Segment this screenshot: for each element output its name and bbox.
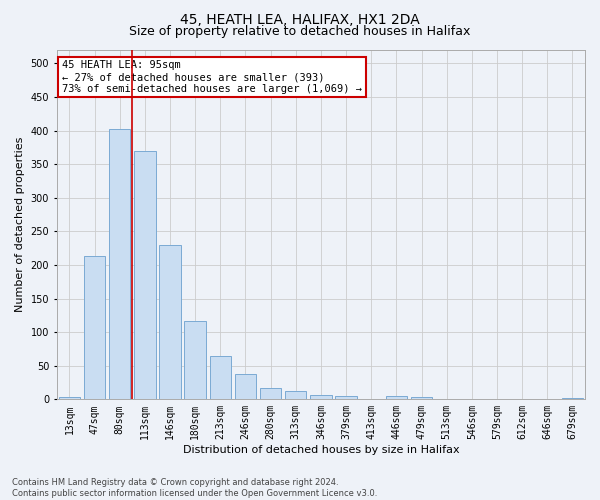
Bar [562, 398, 583, 400]
Bar [109, 128, 130, 400]
Bar [84, 256, 105, 400]
Bar [335, 396, 357, 400]
Bar [134, 151, 155, 400]
Text: Contains HM Land Registry data © Crown copyright and database right 2024.
Contai: Contains HM Land Registry data © Crown c… [12, 478, 377, 498]
Bar [160, 245, 181, 400]
Bar [184, 320, 206, 400]
Bar [411, 396, 432, 400]
Text: 45 HEATH LEA: 95sqm
← 27% of detached houses are smaller (393)
73% of semi-detac: 45 HEATH LEA: 95sqm ← 27% of detached ho… [62, 60, 362, 94]
Bar [209, 356, 231, 400]
Y-axis label: Number of detached properties: Number of detached properties [15, 137, 25, 312]
Bar [285, 390, 307, 400]
Bar [260, 388, 281, 400]
Bar [235, 374, 256, 400]
Text: Size of property relative to detached houses in Halifax: Size of property relative to detached ho… [130, 25, 470, 38]
Text: 45, HEATH LEA, HALIFAX, HX1 2DA: 45, HEATH LEA, HALIFAX, HX1 2DA [180, 12, 420, 26]
Bar [386, 396, 407, 400]
Bar [310, 396, 332, 400]
Bar [59, 398, 80, 400]
X-axis label: Distribution of detached houses by size in Halifax: Distribution of detached houses by size … [182, 445, 459, 455]
